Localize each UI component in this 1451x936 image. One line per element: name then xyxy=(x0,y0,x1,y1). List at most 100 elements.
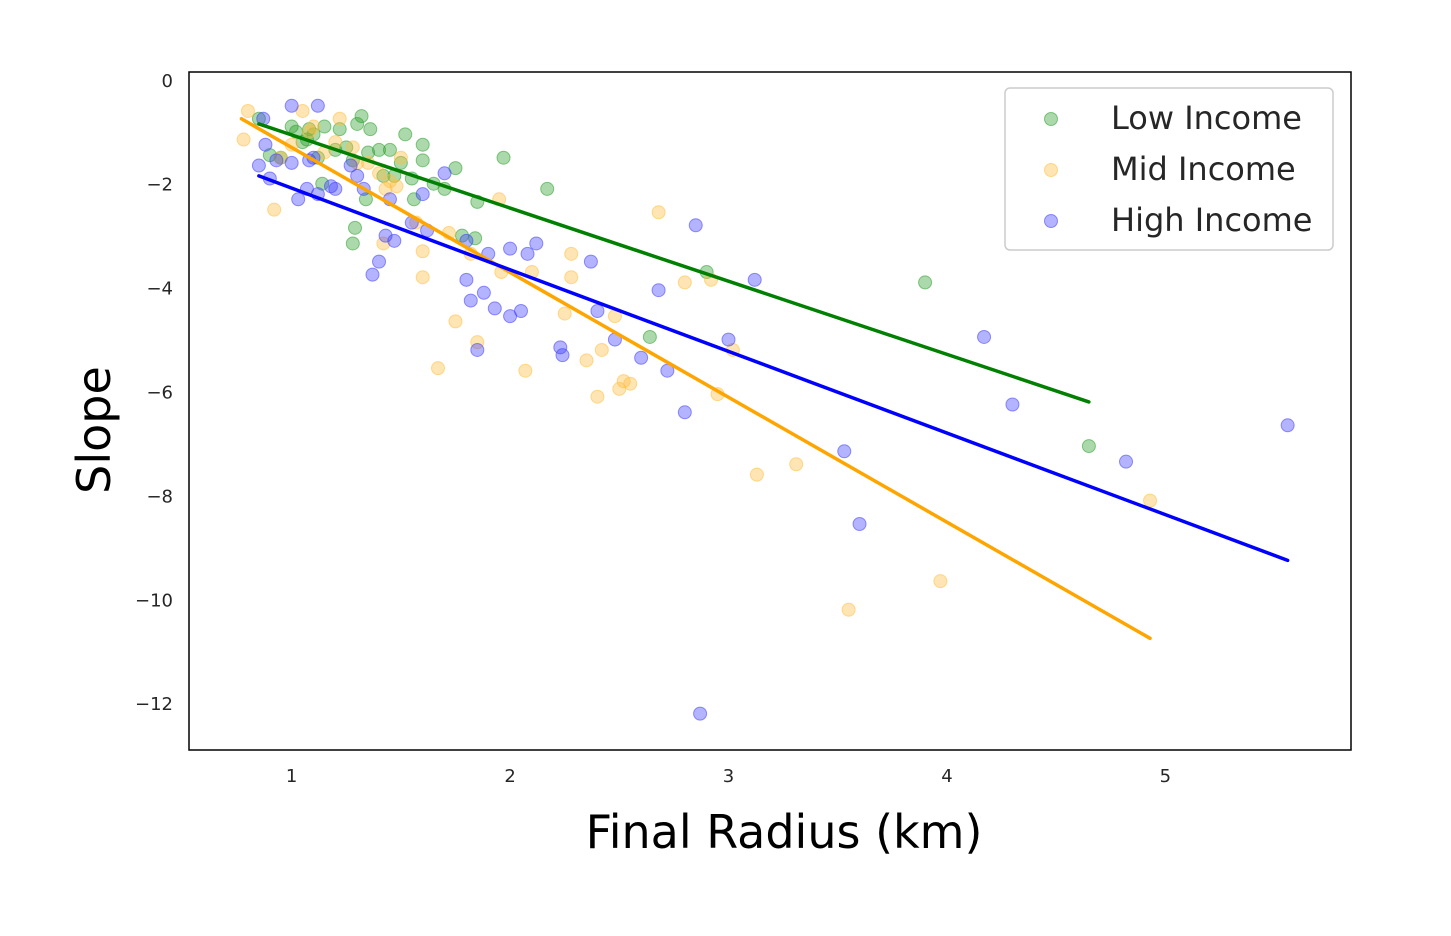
mid-income-point xyxy=(448,314,463,329)
high-income-point xyxy=(378,228,393,243)
mid-income-point xyxy=(623,376,638,391)
low-income-point xyxy=(358,192,373,207)
y-tick-label: 0 xyxy=(162,71,173,92)
mid-income-point xyxy=(389,179,404,194)
x-axis-title: Final Radius (km) xyxy=(586,805,983,859)
mid-income-point xyxy=(564,270,579,285)
high-income-point xyxy=(459,272,474,287)
mid-income-point xyxy=(372,166,387,181)
mid-income-point xyxy=(677,275,692,290)
low-income-point xyxy=(540,181,555,196)
x-tick-label: 4 xyxy=(941,766,952,787)
y-tick-label: −2 xyxy=(146,175,173,196)
x-tick-label: 1 xyxy=(286,766,297,787)
mid-income-point xyxy=(789,457,804,472)
mid-income-point xyxy=(594,342,609,357)
high-income-point xyxy=(365,267,380,282)
mid-income-point xyxy=(518,363,533,378)
x-tick-label: 2 xyxy=(504,766,515,787)
high-income-point xyxy=(291,192,306,207)
mid-income-point xyxy=(345,140,360,155)
low-income-point xyxy=(317,119,332,134)
high-income-point xyxy=(1119,454,1134,469)
mid-income-point xyxy=(267,202,282,217)
mid-income-point xyxy=(651,205,666,220)
high-income-point xyxy=(693,706,708,721)
high-income-point xyxy=(747,272,762,287)
mid-income-point xyxy=(393,150,408,165)
y-tick-label: −8 xyxy=(146,486,173,507)
high-income-point xyxy=(977,329,992,344)
high-income-point xyxy=(529,236,544,251)
high-income-point xyxy=(328,181,343,196)
high-income-point xyxy=(258,137,273,152)
mid-income-point xyxy=(240,103,255,118)
high-income-point xyxy=(852,517,867,531)
mid-income-point xyxy=(933,574,948,589)
low-income-point xyxy=(372,142,387,157)
low-income-point xyxy=(398,127,413,142)
high-income-point xyxy=(837,444,852,459)
legend-marker-mid-income xyxy=(1044,163,1058,177)
low-income-point xyxy=(415,137,430,152)
high-income-point xyxy=(1005,397,1020,412)
low-income-point xyxy=(348,220,362,235)
low-income-point xyxy=(642,329,657,344)
high-income-point xyxy=(269,153,284,168)
mid-income-point xyxy=(841,602,856,617)
low-income-point xyxy=(918,275,933,290)
legend-marker-high-income xyxy=(1044,214,1058,228)
high-income-point xyxy=(463,293,478,308)
x-tick-label: 3 xyxy=(723,766,734,787)
mid-income-point xyxy=(306,119,321,134)
legend-box xyxy=(1004,87,1334,251)
mid-income-point xyxy=(564,246,579,261)
high-income-point xyxy=(677,405,692,420)
mid-income-point xyxy=(470,335,485,350)
high-income-point xyxy=(310,98,325,113)
high-income-point xyxy=(555,348,570,363)
high-income-point xyxy=(387,233,402,248)
high-income-point xyxy=(583,254,598,269)
y-tick-label: −10 xyxy=(135,590,173,611)
mid-income-point xyxy=(378,181,393,196)
high-income-point xyxy=(470,342,485,357)
high-income-point xyxy=(323,179,338,194)
high-income-point xyxy=(437,166,452,181)
low-income-fit-line xyxy=(257,122,1091,404)
y-tick-label: −4 xyxy=(146,279,173,300)
points-layer xyxy=(236,98,1295,721)
high-income-point xyxy=(476,285,491,300)
high-income-point xyxy=(343,158,358,173)
low-income-point xyxy=(350,116,365,131)
mid-income-point xyxy=(749,467,764,482)
low-income-point xyxy=(468,231,483,246)
high-income-point xyxy=(590,303,605,318)
low-income-point xyxy=(315,176,330,191)
y-tick-labels: 0 −2 −4 −6 −8 −10 −12 xyxy=(135,71,173,715)
mid-income-point xyxy=(236,132,251,147)
high-income-fit-line xyxy=(257,174,1290,563)
high-income-point xyxy=(688,218,703,233)
low-income-point xyxy=(354,109,369,124)
high-income-point xyxy=(1280,418,1295,433)
y-axis-title: Slope xyxy=(67,366,121,494)
mid-income-point xyxy=(415,270,430,285)
high-income-point xyxy=(503,241,518,256)
high-income-point xyxy=(284,98,299,113)
x-tick-labels: 1 2 3 4 5 xyxy=(286,766,1171,787)
mid-income-point xyxy=(590,389,605,404)
high-income-point xyxy=(251,158,266,173)
mid-income-point xyxy=(579,353,594,368)
x-tick-label: 5 xyxy=(1160,766,1171,787)
legend-label-high-income: High Income xyxy=(1111,201,1312,239)
high-income-point xyxy=(487,301,502,316)
high-income-point xyxy=(651,283,666,298)
low-income-point xyxy=(1081,439,1096,454)
mid-income-point xyxy=(415,244,430,259)
high-income-point xyxy=(350,168,365,183)
fit-lines-layer xyxy=(239,117,1290,641)
legend: Low Income Mid Income High Income xyxy=(1004,87,1334,251)
legend-label-mid-income: Mid Income xyxy=(1111,150,1296,188)
